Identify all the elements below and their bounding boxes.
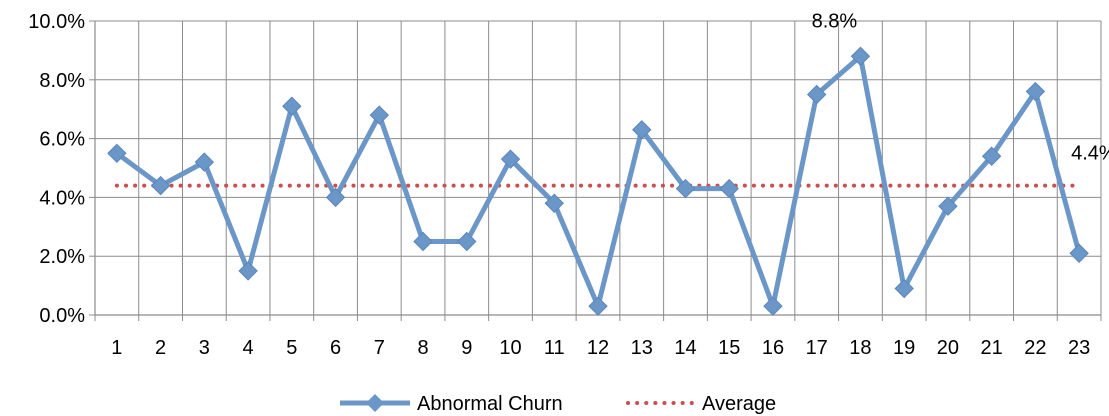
x-tick-label: 12 [587, 337, 609, 359]
abnormal-churn-point [719, 178, 739, 199]
y-tick-label: 10.0% [28, 11, 85, 33]
data-label: 8.8% [812, 10, 858, 32]
legend: Abnormal Churn Average [340, 393, 776, 415]
x-tick-label: 20 [937, 337, 959, 359]
abnormal-churn-point [500, 149, 521, 169]
legend-label: Average [702, 393, 776, 415]
abnormal-churn-point [238, 261, 258, 281]
x-tick-label: 5 [286, 337, 297, 359]
abnormal-churn-point [369, 105, 390, 125]
x-tick-label: 3 [199, 337, 210, 359]
y-tick-label: 8.0% [39, 70, 85, 92]
x-tick-label: 11 [544, 337, 565, 359]
abnormal-churn-point [107, 143, 127, 164]
x-tick-label: 7 [374, 337, 385, 359]
abnormal-churn-point [282, 96, 302, 116]
abnormal-churn-point [675, 178, 696, 199]
abnormal-churn-point [194, 152, 215, 172]
abnormal-churn-point [894, 278, 914, 299]
x-tick-label: 8 [417, 337, 428, 359]
x-tick-label: 9 [461, 337, 472, 359]
x-tick-label: 23 [1068, 337, 1090, 359]
x-tick-label: 21 [981, 337, 1003, 359]
legend-swatch-marker [366, 394, 384, 412]
abnormal-churn-point [1069, 243, 1089, 263]
legend-label: Abnormal Churn [417, 393, 563, 415]
abnormal-churn-point [544, 193, 564, 213]
abnormal-churn-point [981, 146, 1002, 166]
y-tick-label: 4.0% [39, 187, 85, 209]
legend-item-average: Average [626, 393, 776, 415]
abnormal-churn-point [325, 187, 346, 208]
legend-item-abnormal-churn: Abnormal Churn [340, 393, 563, 415]
x-tick-label: 10 [499, 337, 521, 359]
x-tick-label: 16 [762, 337, 784, 359]
x-tick-label: 4 [243, 337, 254, 359]
data-label: 4.4% [1071, 143, 1109, 165]
x-tick-label: 2 [155, 337, 166, 359]
abnormal-churn-line [115, 53, 1082, 309]
x-tick-label: 13 [631, 337, 653, 359]
x-tick-label: 1 [111, 337, 122, 359]
series-layer [107, 46, 1089, 316]
y-tick-label: 2.0% [39, 246, 85, 268]
x-tick-label: 22 [1024, 337, 1046, 359]
x-tick-label: 19 [893, 337, 915, 359]
x-tick-label: 18 [849, 337, 871, 359]
abnormal-churn-point [632, 120, 652, 140]
abnormal-churn-point [588, 296, 608, 316]
abnormal-churn-point [806, 84, 827, 105]
abnormal-churn-point [457, 231, 477, 252]
abnormal-churn-point [150, 175, 171, 196]
x-tick-label: 14 [674, 337, 696, 359]
abnormal-churn-point [1025, 81, 1046, 102]
labels-layer: 0.0%2.0%4.0%6.0%8.0%10.0%1 2 3 4 5 6 7 8 9 10 11 12… [28, 10, 1109, 359]
x-tick-label: 17 [806, 337, 828, 359]
abnormal-churn-point [850, 46, 871, 66]
y-tick-label: 6.0% [39, 129, 85, 151]
abnormal-churn-point [413, 231, 433, 252]
abnormal-churn-point [938, 196, 958, 216]
y-tick-label: 0.0% [39, 305, 85, 327]
axes [89, 20, 1102, 321]
x-tick-label: 15 [718, 337, 740, 359]
x-tick-label: 6 [330, 337, 341, 359]
abnormal-churn-point [763, 296, 783, 316]
